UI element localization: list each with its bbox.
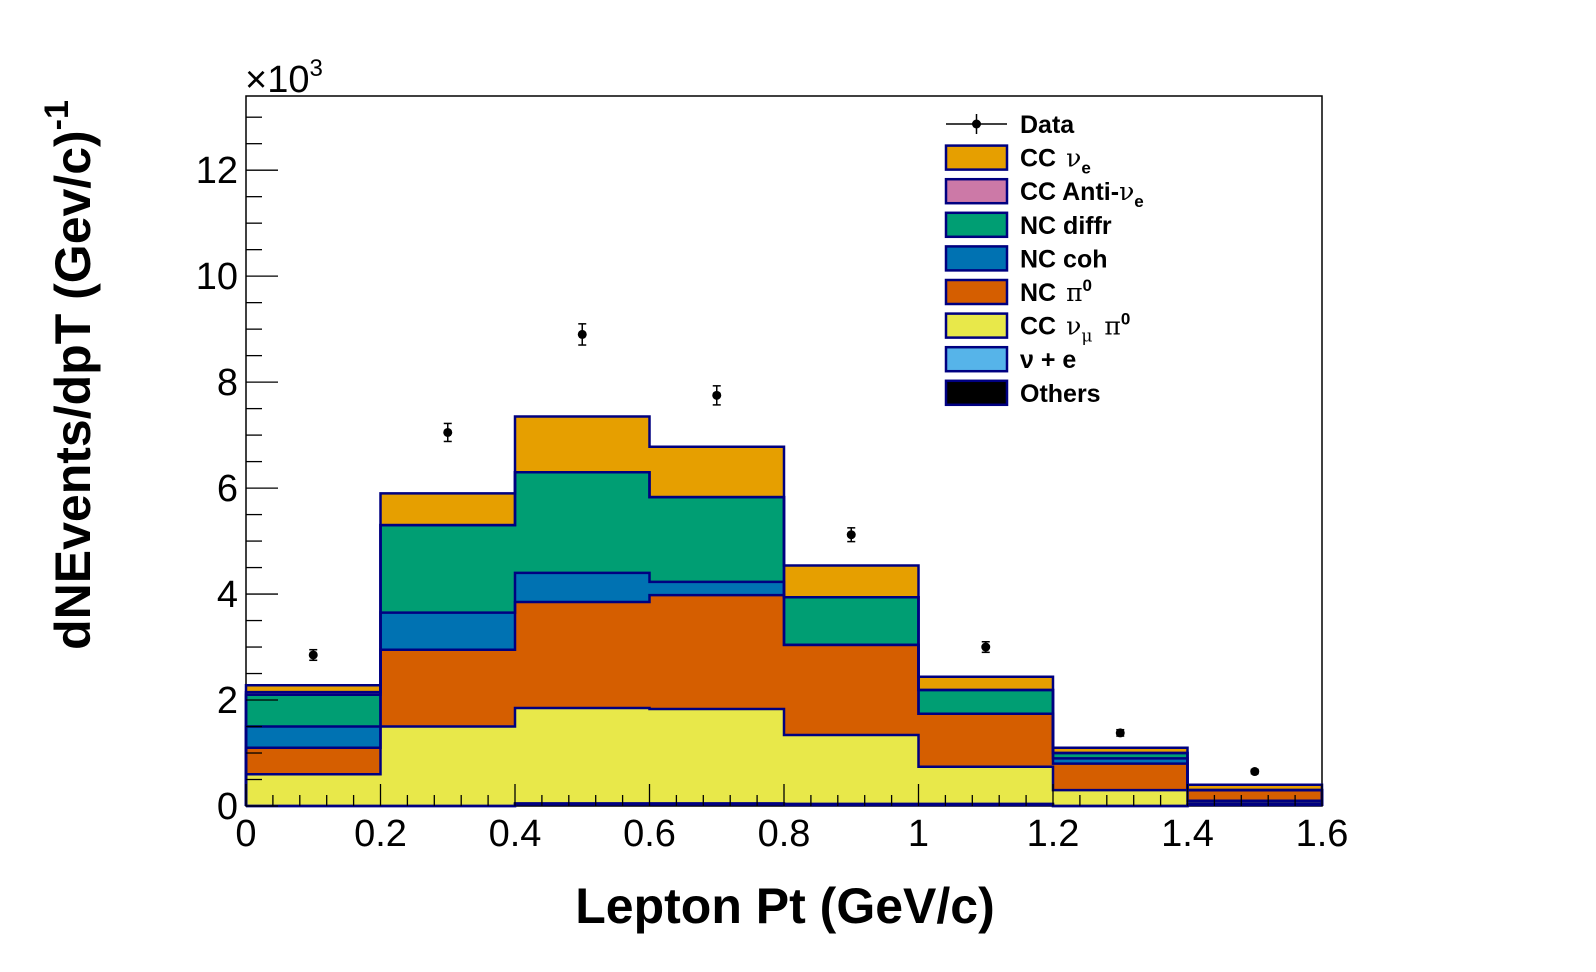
bars-layer [244, 415, 1324, 808]
bar-cc_nue-bin-3 [649, 446, 784, 498]
y-tick-label-2: 4 [217, 574, 238, 616]
data-point-5 [981, 642, 991, 652]
legend-label-8: Others [1020, 380, 1101, 408]
y-multiplier-exponent: 3 [309, 55, 322, 82]
bar-cc_nue-bin-7 [1187, 784, 1322, 791]
y-tick-label-3: 6 [217, 468, 238, 510]
legend-entry-2: CC Anti-νe [944, 177, 1144, 211]
legend-entry-8: Others [944, 379, 1101, 408]
legend-label-1: CC νe [1020, 144, 1091, 178]
bar-cc_numu_pi0-bin-7 [1187, 800, 1322, 804]
legend-data-marker [972, 119, 981, 129]
bar-nc_pi0-bin-1 [380, 649, 515, 727]
legend-label-6: CC νμ π0 [1020, 310, 1130, 347]
data-point-3 [712, 390, 722, 400]
y-tick-label-4: 8 [217, 362, 238, 404]
legend-swatch-7 [944, 345, 1009, 373]
bar-nc_diffr-bin-2 [515, 472, 650, 573]
x-tick-label-4: 0.8 [758, 813, 811, 855]
legend-swatch-3 [944, 211, 1009, 239]
bar-nc_coh-bin-1 [380, 612, 515, 650]
legend-swatch-6 [944, 312, 1009, 339]
y-tick-label-5: 10 [196, 256, 238, 298]
bar-nc_coh-bin-0 [246, 726, 381, 748]
bar-cc_nue-bin-4 [784, 565, 919, 598]
legend-entry-4: NC coh [944, 245, 1108, 273]
legend-entry-1: CC νe [944, 144, 1091, 178]
x-tick-label-2: 0.4 [489, 813, 542, 855]
legend-entry-5: NC π0 [944, 276, 1092, 307]
data-points-layer [308, 323, 1260, 777]
bar-cc_numu_pi0-bin-4 [784, 735, 919, 804]
legend-entry-6: CC νμ π0 [944, 310, 1130, 347]
legend-entry-3: NC diffr [944, 211, 1112, 240]
legend-swatch-2 [944, 177, 1009, 205]
bar-nc_coh-bin-6 [1053, 758, 1188, 764]
legend-label-3: NC diffr [1020, 212, 1112, 240]
bar-cc_nue-bin-1 [380, 493, 515, 526]
bar-nc_pi0-bin-2 [515, 602, 650, 708]
bar-nc_coh-bin-3 [649, 581, 784, 596]
data-point-0 [308, 650, 318, 660]
bar-cc_numu_pi0-bin-3 [649, 709, 784, 804]
x-tick-label-8: 1.6 [1296, 813, 1349, 855]
legend-swatch-5 [944, 278, 1009, 306]
y-tick-label-6: 12 [196, 150, 238, 192]
bar-nc_diffr-bin-3 [649, 497, 784, 582]
x-axis-title: Lepton Pt (GeV/c) [575, 878, 994, 934]
bar-nc_diffr-bin-5 [918, 689, 1053, 714]
bar-nc_pi0-bin-5 [918, 713, 1053, 767]
bar-cc_numu_pi0-bin-6 [1053, 790, 1188, 806]
x-tick-label-5: 1 [908, 813, 929, 855]
bar-cc_numu_pi0-bin-0 [246, 774, 381, 806]
bar-cc_numu_pi0-bin-2 [515, 707, 650, 804]
axes-layer: 0 0.2 0.4 0.6 0.8 1 1.2 1.4 1.6 0 2 4 6 8 10 12 [196, 116, 1349, 855]
legend-label-0: Data [1020, 111, 1075, 139]
bar-cc_anti_nue-bin-0 [246, 692, 381, 695]
data-point-6 [1115, 728, 1125, 738]
legend-swatch-1 [944, 144, 1009, 171]
bar-cc_nue-bin-2 [515, 416, 650, 473]
legend-swatch-8 [944, 379, 1009, 407]
bar-nc_diffr-bin-6 [1053, 753, 1188, 759]
y-axis-title: dNEvents/dpT (Gev/c)-1 [38, 100, 101, 650]
y-tick-label-0: 0 [217, 786, 238, 828]
legend-label-7: ν + e [1020, 346, 1076, 374]
bar-cc_nue-bin-0 [246, 685, 381, 693]
x-tick-label-3: 0.6 [623, 813, 676, 855]
bar-cc_nue-bin-5 [918, 676, 1053, 690]
bar-nc_pi0-bin-3 [649, 595, 784, 710]
bar-cc_nue-bin-6 [1053, 747, 1188, 754]
bar-nc_pi0-bin-7 [1187, 790, 1322, 801]
x-tick-label-6: 1.2 [1027, 813, 1080, 855]
legend-entry-0: Data [946, 111, 1075, 139]
legend-label-5: NC π0 [1020, 276, 1092, 307]
data-point-7 [1250, 767, 1260, 777]
data-point-1 [443, 427, 453, 437]
bar-nc_pi0-bin-4 [784, 644, 919, 735]
legend-swatch-4 [944, 245, 1009, 272]
x-tick-label-7: 1.4 [1161, 813, 1214, 855]
outline-cc_nue [244, 415, 1324, 806]
x-tick-label-0: 0 [235, 813, 256, 855]
data-point-4 [846, 530, 856, 540]
bar-cc_numu_pi0-bin-1 [380, 726, 515, 806]
data-point-2 [577, 329, 587, 339]
y-tick-label-1: 2 [217, 680, 238, 722]
y-axis-title-exponent: -1 [38, 100, 76, 130]
x-tick-label-1: 0.2 [354, 813, 407, 855]
y-multiplier: ×103 [245, 55, 323, 101]
bar-nc_diffr-bin-1 [380, 525, 515, 613]
bar-nc_diffr-bin-4 [784, 597, 919, 645]
y-axis-title-main: dNEvents/dpT (Gev/c) [45, 130, 101, 650]
legend-label-4: NC coh [1020, 245, 1108, 273]
bar-nc_coh-bin-2 [515, 572, 650, 603]
bar-nc_pi0-bin-0 [246, 747, 381, 775]
bar-cc_numu_pi0-bin-5 [918, 766, 1053, 804]
legend-label-2: CC Anti-νe [1020, 177, 1144, 211]
legend-entry-7: ν + e [944, 345, 1076, 374]
bar-nc_pi0-bin-6 [1053, 763, 1188, 791]
